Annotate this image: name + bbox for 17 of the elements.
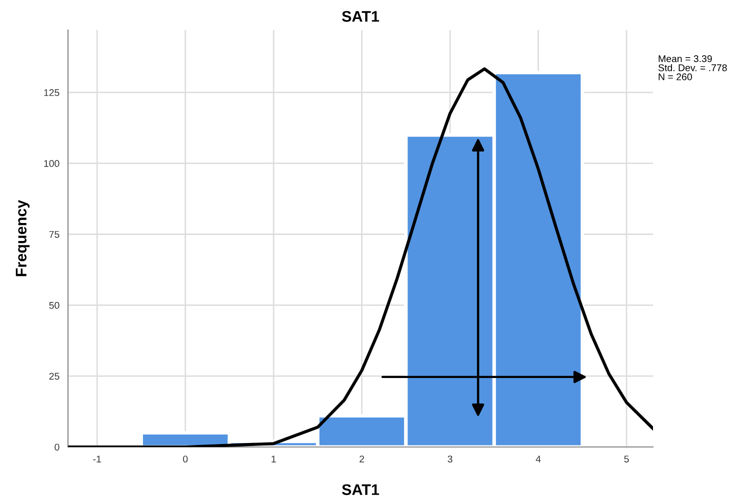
y-tick-label: 100 (44, 160, 60, 167)
x-tick-label: -1 (93, 456, 101, 462)
x-tick-label: 1 (272, 456, 276, 462)
chart-title: SAT1 (342, 11, 380, 22)
x-axis-title: SAT1 (342, 484, 380, 496)
x-tick-label: 5 (624, 456, 629, 462)
y-tick-label: 25 (49, 372, 60, 380)
y-tick-label: 50 (49, 302, 60, 309)
x-tick-label: 3 (448, 456, 452, 462)
y-tick-label: 75 (49, 231, 60, 238)
text: Mean = 3.39 Std. Dev. = .778 N = 260 (658, 55, 727, 80)
y-axis-title: Frequency (16, 200, 30, 276)
x-tick-label: 0 (183, 456, 188, 462)
y-tick-label: 125 (44, 89, 60, 96)
x-tick-label: 2 (360, 456, 364, 462)
y-tick-label: 0 (54, 444, 60, 451)
x-tick-label: 4 (536, 456, 541, 462)
